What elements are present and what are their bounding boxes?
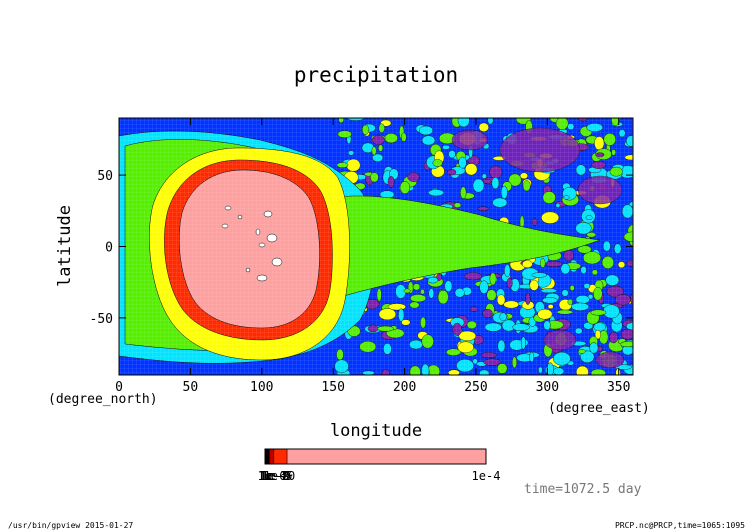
- x-tick-label: 50: [183, 380, 199, 395]
- y-tick-label: 0: [105, 241, 113, 256]
- white-spot: [258, 242, 266, 248]
- colorbar-level-label: 1e-6: [258, 469, 287, 483]
- colorbar-level-label: 1e-10: [259, 469, 295, 483]
- colorbar-cell: [269, 448, 275, 465]
- x-tick-label: 200: [393, 380, 416, 395]
- x-axis-unit: (degree_east): [548, 401, 650, 416]
- colorbar-min-label: 1e-5: [264, 469, 293, 483]
- white-spot: [256, 274, 268, 282]
- colorbar-cell: [286, 448, 487, 465]
- white-spot: [237, 214, 243, 220]
- x-tick-label: 0: [115, 380, 123, 395]
- footer-right: PRCP.nc@PRCP,time=1065:1095: [615, 521, 745, 530]
- x-axis-label: longitude: [330, 421, 422, 441]
- grid-overlay: [119, 118, 633, 375]
- colorbar-frame: [264, 448, 487, 465]
- y-axis-label: latitude: [55, 205, 75, 287]
- white-spot: [255, 228, 261, 236]
- x-tick-label: 150: [321, 380, 344, 395]
- noise-blob: [635, 369, 645, 379]
- y-tick-label: 50: [97, 169, 113, 184]
- white-spot: [263, 210, 273, 218]
- heatmap-area: [119, 118, 645, 379]
- white-spot: [221, 223, 229, 229]
- colorbar-cell: [273, 448, 288, 465]
- chart-title: precipitation: [294, 63, 458, 87]
- y-tick-label: -50: [90, 312, 113, 327]
- white-spot: [224, 205, 232, 211]
- x-tick-label: 100: [250, 380, 273, 395]
- white-spot: [245, 267, 251, 273]
- white-spots: [221, 205, 283, 282]
- colorbar: 1e-61e-71e-81e-91e-10 1e-5 1e-4: [258, 448, 501, 483]
- noise-blob: [632, 172, 633, 178]
- time-label: time=1072.5 day: [524, 482, 642, 497]
- x-tick-label: 250: [464, 380, 487, 395]
- colorbar-overlapping-labels: 1e-61e-71e-81e-91e-10: [258, 469, 296, 483]
- y-axis-unit: (degree_north): [48, 392, 158, 407]
- y-axis: -50 0 50: [90, 169, 633, 327]
- colorbar-level-label: 1e-8: [260, 469, 289, 483]
- colorbar-max-label: 1e-4: [472, 469, 501, 483]
- x-axis: 0 50 100 150 200 250 300 350: [115, 118, 630, 395]
- colorbar-level-label: 1e-9: [261, 469, 290, 483]
- colorbar-level-label: 1e-7: [259, 469, 288, 483]
- white-spot: [266, 233, 278, 243]
- x-tick-label: 300: [536, 380, 559, 395]
- x-tick-label: 350: [607, 380, 630, 395]
- white-spot: [271, 257, 283, 267]
- footer-left: /usr/bin/gpview 2015-01-27: [8, 521, 133, 530]
- colorbar-cell: [264, 448, 270, 465]
